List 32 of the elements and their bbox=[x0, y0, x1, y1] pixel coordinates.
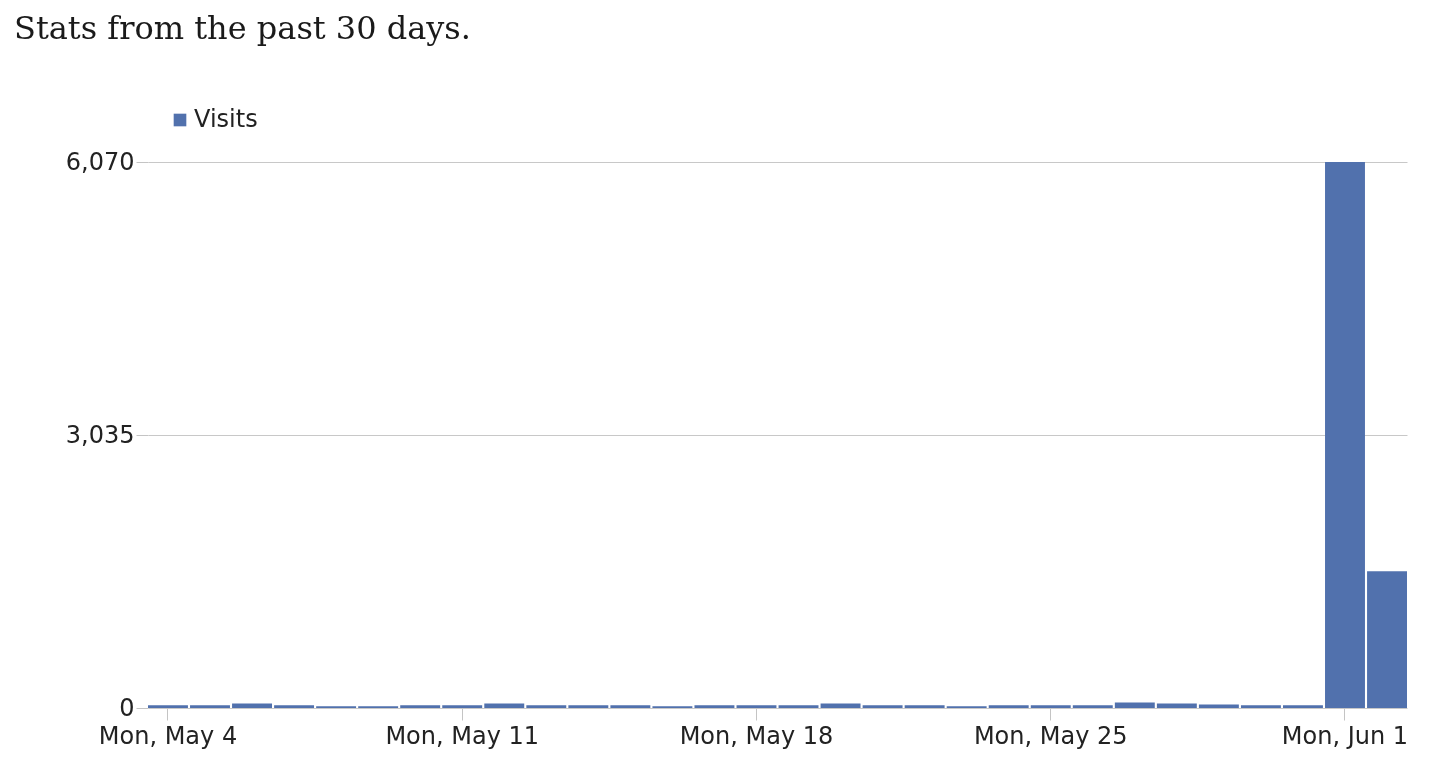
bar bbox=[1198, 704, 1239, 708]
bar bbox=[526, 705, 567, 708]
bar bbox=[190, 705, 230, 708]
bar bbox=[862, 705, 903, 708]
bar bbox=[1072, 705, 1113, 708]
x-tick-label: Mon, Jun 1 bbox=[1281, 721, 1409, 750]
bar bbox=[778, 705, 819, 708]
bar bbox=[736, 705, 777, 708]
bar bbox=[1367, 571, 1407, 708]
x-tick-label: Mon, May 11 bbox=[385, 721, 540, 750]
bar bbox=[568, 705, 609, 708]
bar bbox=[1114, 702, 1155, 708]
bar bbox=[442, 705, 483, 708]
y-tick-label: 6,070 bbox=[65, 147, 135, 176]
y-tick-label: 3,035 bbox=[65, 420, 135, 449]
bar bbox=[1325, 162, 1365, 708]
bar bbox=[1030, 705, 1071, 708]
bar bbox=[1282, 705, 1323, 708]
bar bbox=[148, 705, 188, 708]
legend-label: Visits bbox=[194, 105, 258, 133]
bar bbox=[400, 705, 441, 708]
x-tick-label: Mon, May 4 bbox=[98, 721, 238, 750]
bar bbox=[694, 705, 735, 708]
y-tick-label: 0 bbox=[119, 693, 135, 722]
bar bbox=[274, 705, 315, 708]
bar bbox=[610, 705, 651, 708]
x-tick-label: Mon, May 18 bbox=[679, 721, 834, 750]
bar bbox=[904, 705, 945, 708]
bar bbox=[1240, 705, 1281, 708]
bar bbox=[988, 705, 1029, 708]
x-tick-label: Mon, May 25 bbox=[973, 721, 1128, 750]
chart-title: Stats from the past 30 days. bbox=[14, 9, 471, 47]
